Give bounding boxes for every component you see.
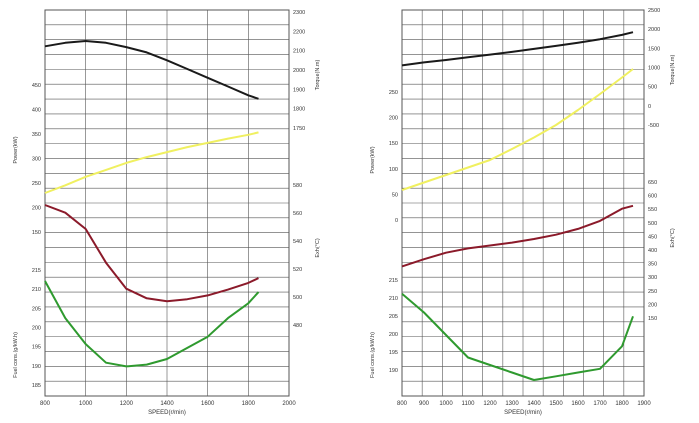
x-tick-label: 1700 [593,401,607,407]
series-line-exhaust [44,204,259,303]
y-tick-label-left: 150 [32,230,41,236]
y-tick-label-right: 2000 [648,27,660,33]
y-tick-label-left: 200 [32,326,41,332]
y-tick-label-left: 150 [389,141,398,147]
y-tick-label-right: 450 [648,234,657,240]
y-tick-label-left: 450 [32,83,41,89]
chart-2: 800 900 1000 1100 1200 1300 1400 1500 1600 1700 18… [370,8,676,416]
y-tick-label-right: 650 [648,180,657,186]
series-line-power [44,131,259,194]
x-axis-label: SPEED(r/min) [504,410,542,416]
x-axis-label: SPEED(r/min) [148,410,186,416]
y-axis-label-torque: Torque(N.m) [315,60,321,91]
y-tick-label-right: 600 [648,194,657,200]
x-tick-label: 1500 [549,401,563,407]
x-tick-label: 1800 [615,401,629,407]
x-tick-label: 1900 [637,401,651,407]
y-tick-label-left: 195 [32,345,41,351]
series-line-fuel [401,293,634,381]
y-axis-label-power: Power(kW) [370,146,376,173]
y-tick-label-left: 215 [389,278,398,284]
x-tick-label: 1200 [120,401,134,407]
y-tick-label-right: 1000 [648,66,660,72]
y-tick-label-left: 200 [389,116,398,122]
series-line-torque [401,31,634,67]
y-tick-label-left: 200 [389,332,398,338]
y-tick-label-left: 50 [392,192,398,198]
y-tick-label-right: 580 [293,183,302,189]
series-line-fuel [44,280,260,368]
y-tick-label-right: 150 [648,316,657,322]
x-tick-label: 800 [397,401,408,407]
x-tick-label: 2000 [282,401,296,407]
y-tick-label-right: 2300 [293,10,305,16]
y-tick-label-right: 2100 [293,49,305,55]
y-tick-label-right: 550 [648,207,657,213]
y-tick-label-right: 540 [293,239,302,245]
y-tick-label-right: 350 [648,262,657,268]
x-tick-label: 1000 [439,401,453,407]
y-tick-label-right: 500 [648,85,657,91]
y-tick-label-right: 0 [648,104,651,110]
y-tick-label-right: 2200 [293,29,305,35]
y-tick-label-right: 500 [648,221,657,227]
y-tick-label-right: 480 [293,323,302,329]
x-tick-label: 1400 [160,401,174,407]
y-tick-label-left: 100 [389,167,398,173]
y-tick-label-right: 2000 [293,68,305,74]
y-tick-label-right: 250 [648,289,657,295]
x-tick-label: 1400 [527,401,541,407]
x-tick-label: 1600 [201,401,215,407]
y-axis-label-fuel: Fuel cons.(g/kW.h) [370,332,376,378]
y-tick-label-right: 400 [648,248,657,254]
y-tick-label-right: 1750 [293,126,305,132]
x-tick-label: 1600 [571,401,585,407]
y-tick-label-left: 300 [32,157,41,163]
y-tick-label-left: 250 [389,90,398,96]
y-tick-label-left: 400 [32,108,41,114]
y-tick-label-right: 1900 [293,87,305,93]
x-tick-label: 1100 [462,401,476,407]
y-tick-label-right: 560 [293,211,302,217]
chart-grid [401,9,645,397]
x-tick-label: 900 [419,401,430,407]
y-tick-label-left: 350 [32,132,41,138]
y-tick-label-right: 520 [293,267,302,273]
y-tick-label-left: 185 [32,383,41,389]
y-tick-label-right: -500 [648,123,659,129]
y-tick-label-right: 200 [648,302,657,308]
y-axis-label-torque: Torque(N.m) [670,55,676,86]
y-tick-label-right: 2500 [648,8,660,14]
y-tick-label-left: 205 [32,306,41,312]
y-axis-label-exhaust: Exh(°C) [315,238,321,257]
y-axis-label-exhaust: Exh(°C) [670,228,676,247]
y-tick-label-left: 210 [389,296,398,302]
series-line-exhaust [401,204,634,268]
y-tick-label-left: 250 [32,181,41,187]
x-tick-label: 1800 [242,401,256,407]
y-tick-label-left: 205 [389,314,398,320]
y-tick-label-left: 0 [395,218,398,224]
y-tick-label-left: 195 [389,350,398,356]
x-tick-label: 1200 [483,401,497,407]
y-axis-label-power: Power(kW) [13,136,19,163]
x-tick-label: 1000 [79,401,93,407]
y-tick-label-right: 1800 [293,107,305,113]
y-tick-label-left: 210 [32,287,41,293]
y-tick-label-right: 500 [293,295,302,301]
chart-1: 800 1000 1200 1400 1600 1800 2000 SPEED(r/min) 4… [13,9,321,416]
y-tick-label-left: 190 [32,364,41,370]
x-tick-label: 800 [40,401,51,407]
chart-grid [44,9,290,397]
y-tick-label-right: 300 [648,275,657,281]
y-tick-label-left: 190 [389,368,398,374]
y-tick-label-left: 200 [32,206,41,212]
y-tick-label-right: 1500 [648,46,660,52]
y-tick-label-left: 215 [32,268,41,274]
series-line-power [401,68,634,191]
x-tick-label: 1300 [505,401,519,407]
series-line-torque [44,40,259,100]
y-axis-label-fuel: Fuel cons.(g/kW.h) [13,332,19,378]
